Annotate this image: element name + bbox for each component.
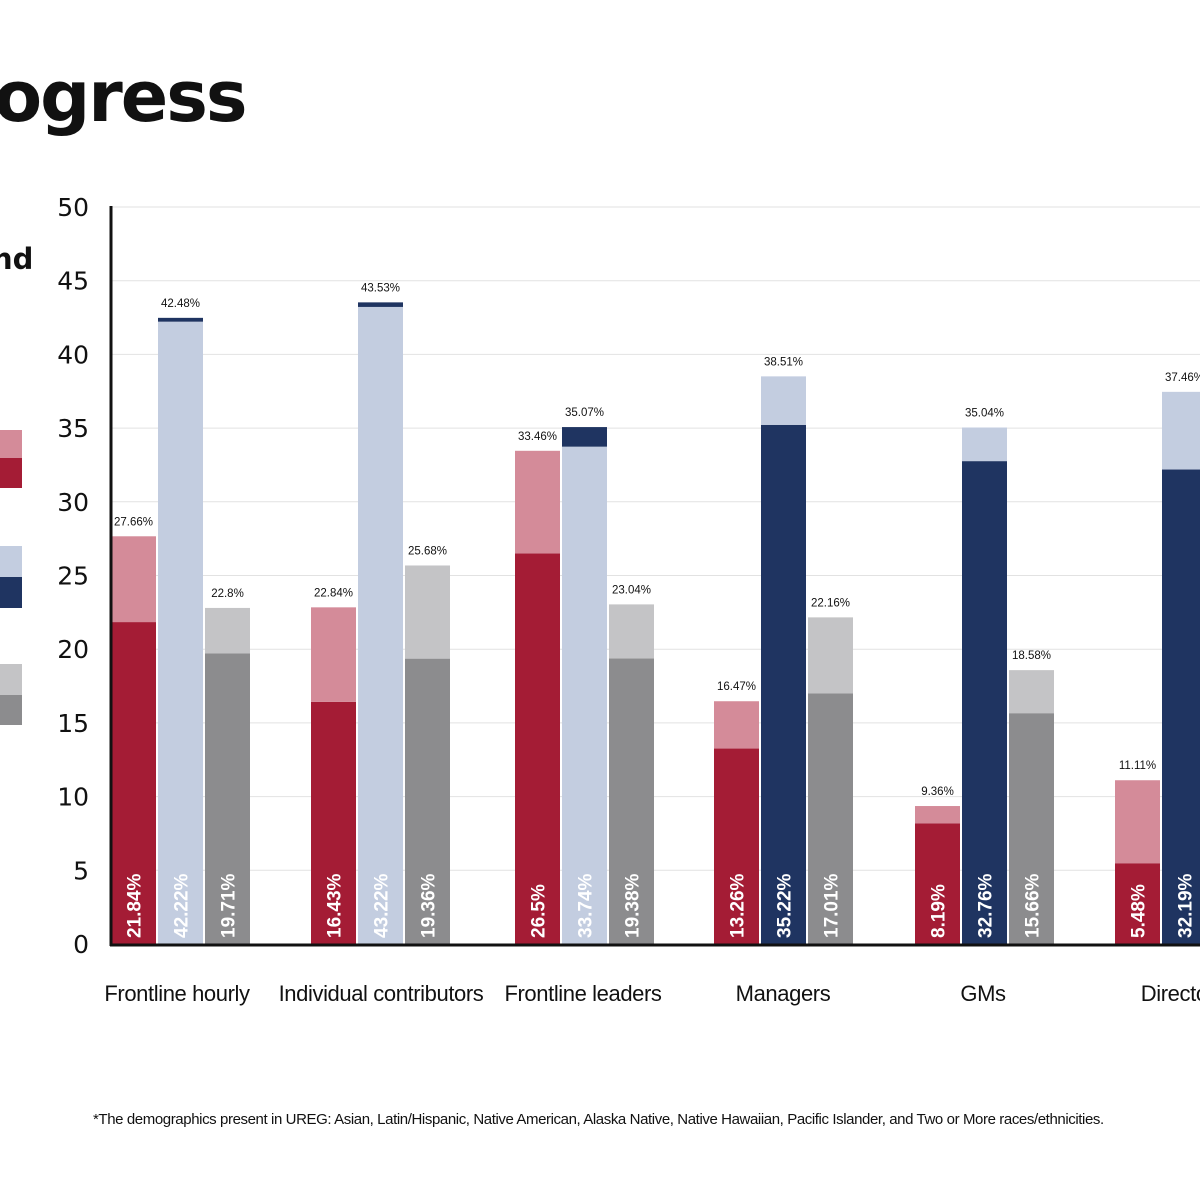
bar-top-label: 22.8% xyxy=(211,588,244,600)
bar-gray-top xyxy=(609,604,654,659)
bar-top-label: 25.68% xyxy=(408,545,447,557)
bar-blue-top xyxy=(158,317,203,322)
bar-top-label: 27.66% xyxy=(114,516,153,528)
footnote: *The demographics present in UREG: Asian… xyxy=(93,1111,1104,1128)
bar-top-label: 33.46% xyxy=(518,431,557,443)
bar-bottom-label: 5.48% xyxy=(1129,884,1150,938)
y-tick-label: 25 xyxy=(57,562,89,591)
bar-red-bottom xyxy=(111,622,156,944)
x-category-label: Managers xyxy=(736,981,831,1006)
bar-bottom-label: 42.22% xyxy=(172,873,193,938)
bar-blue-bottom xyxy=(158,321,203,944)
bar-red-top xyxy=(1115,780,1160,864)
bar-red-bottom xyxy=(915,823,960,944)
bar-top-label: 16.47% xyxy=(717,681,756,693)
bar-blue-bottom xyxy=(962,461,1007,944)
bar-blue-bottom xyxy=(1162,469,1200,944)
y-tick-label: 45 xyxy=(57,267,89,296)
bar-blue-bottom xyxy=(562,446,607,944)
bar-gray-top xyxy=(205,607,250,654)
y-tick-label: 0 xyxy=(73,930,89,959)
bar-bottom-label: 19.38% xyxy=(623,873,644,938)
bar-bottom-label: 8.19% xyxy=(929,884,950,938)
bar-top-label: 43.53% xyxy=(361,282,400,294)
bar-top-label: 11.11% xyxy=(1119,760,1156,772)
y-tick-label: 50 xyxy=(57,193,89,222)
x-category-label: Directors xyxy=(1141,981,1200,1006)
y-tick-label: 10 xyxy=(57,783,89,812)
x-category-label: Frontline leaders xyxy=(504,981,661,1006)
bar-bottom-label: 33.74% xyxy=(576,873,597,938)
bar-gray-bottom xyxy=(205,653,250,944)
legend-swatch-gray-dark xyxy=(0,695,22,725)
bar-gray-bottom xyxy=(808,693,853,944)
bar-blue-top xyxy=(358,302,403,307)
bar-gray-top xyxy=(1009,670,1054,714)
legend-title-fragment: nd xyxy=(0,242,34,276)
y-tick-label: 35 xyxy=(57,414,89,443)
bar-bottom-label: 17.01% xyxy=(822,873,843,938)
stacked-bar-chart: 0 5 10 15 20 25 30 35 40 45 50 27.66% 21.84% 42.48% 42… xyxy=(57,193,1200,1006)
y-tick-label: 15 xyxy=(57,709,89,738)
bar-red-bottom xyxy=(714,748,759,944)
bar-top-label: 35.04% xyxy=(965,408,1004,420)
bar-top-label: 23.04% xyxy=(612,584,651,596)
y-tick-label: 20 xyxy=(57,635,89,664)
legend-swatch-gray-light xyxy=(0,664,22,695)
y-tick-label: 30 xyxy=(57,488,89,517)
bar-red-top xyxy=(311,607,356,702)
bar-gray-bottom xyxy=(405,658,450,944)
bar-red-top xyxy=(515,450,560,554)
bar-bottom-label: 15.66% xyxy=(1023,873,1044,938)
page-title: ogress xyxy=(0,56,248,138)
bar-red-bottom xyxy=(515,553,560,944)
bar-red-top xyxy=(714,701,759,749)
bar-blue-top xyxy=(761,376,806,425)
bar-bottom-label: 16.43% xyxy=(325,873,346,938)
bar-top-label: 37.46% xyxy=(1165,372,1200,384)
bar-blue-bottom xyxy=(358,306,403,944)
y-tick-label: 5 xyxy=(73,856,89,885)
bar-blue-bottom xyxy=(761,424,806,945)
bar-bottom-label: 13.26% xyxy=(728,873,749,938)
bar-blue-top xyxy=(562,427,607,447)
bar-top-label: 9.36% xyxy=(921,786,954,798)
bar-gray-top xyxy=(405,565,450,659)
bar-red-top xyxy=(915,806,960,824)
legend-swatch-red-light xyxy=(0,430,22,458)
bar-gray-bottom xyxy=(609,658,654,944)
legend-swatch-blue-dark xyxy=(0,577,22,608)
bar-top-label: 38.51% xyxy=(764,356,803,368)
x-category-label: Individual contributors xyxy=(279,981,484,1006)
legend-swatch-blue-light xyxy=(0,546,22,577)
bar-top-label: 18.58% xyxy=(1012,650,1051,662)
x-category-label: Frontline hourly xyxy=(104,981,250,1006)
bar-bottom-label: 19.71% xyxy=(219,873,240,938)
bar-top-label: 42.48% xyxy=(161,298,200,310)
bar-bottom-label: 32.76% xyxy=(976,873,997,938)
bar-red-top xyxy=(111,536,156,623)
bar-red-bottom xyxy=(311,701,356,944)
bar-bottom-label: 35.22% xyxy=(775,873,796,938)
bar-blue-top xyxy=(1162,391,1200,470)
bar-gray-top xyxy=(808,617,853,694)
bar-top-label: 22.84% xyxy=(314,587,353,599)
bar-bottom-label: 26.5% xyxy=(529,884,550,938)
bar-bottom-label: 43.22% xyxy=(372,873,393,938)
bar-bottom-label: 32.19% xyxy=(1176,873,1197,938)
bar-gray-bottom xyxy=(1009,713,1054,944)
bar-bottom-label: 19.36% xyxy=(419,873,440,938)
legend-swatch-red-dark xyxy=(0,458,22,488)
bar-top-label: 35.07% xyxy=(565,407,604,419)
bar-top-label: 22.16% xyxy=(811,597,850,609)
x-category-label: GMs xyxy=(960,981,1006,1006)
bar-bottom-label: 21.84% xyxy=(125,873,146,938)
bar-blue-top xyxy=(962,427,1007,462)
y-tick-label: 40 xyxy=(57,340,89,369)
bar-red-bottom xyxy=(1115,863,1160,944)
